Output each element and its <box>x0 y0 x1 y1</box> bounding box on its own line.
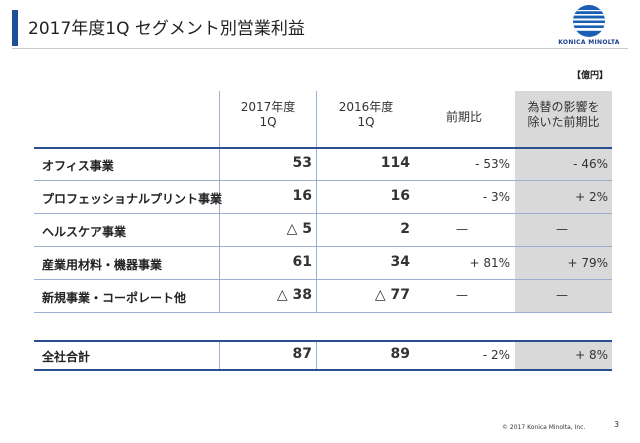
fx-column-background <box>515 91 612 313</box>
column-header-line: 除いた前期比 <box>527 115 600 129</box>
row-rule <box>34 312 612 313</box>
column-header-fy2017: 2017年度 1Q <box>220 100 316 130</box>
cell-yoy: — <box>456 288 468 302</box>
column-header-line: 2016年度 <box>338 100 394 114</box>
cell-yoy-ex-fx: — <box>556 288 568 302</box>
cell-yoy: — <box>456 222 468 236</box>
column-header-line: 1Q <box>357 115 375 129</box>
cell-fy2016: 114 <box>380 155 410 171</box>
cell-yoy-ex-fx: + 2% <box>575 190 608 204</box>
title-accent-bar <box>12 10 18 46</box>
cell-fy2016: 34 <box>390 254 410 270</box>
column-divider <box>316 340 317 370</box>
logo-wordmark: KONICA MINOLTA <box>558 39 620 46</box>
column-header-line: 為替の影響を <box>527 100 600 114</box>
row-label-office: オフィス事業 <box>42 159 114 173</box>
column-header-line: 前期比 <box>445 110 482 124</box>
cell-fy2017: △ 38 <box>276 287 312 303</box>
row-rule <box>34 213 612 214</box>
column-header-yoy-ex-fx: 為替の影響を 除いた前期比 <box>515 100 612 130</box>
cell-fy2017: 61 <box>292 254 312 270</box>
header-divider <box>12 48 628 49</box>
column-header-line: 1Q <box>259 115 277 129</box>
cell-fy2016: △ 77 <box>374 287 410 303</box>
cell-total-yoy-ex-fx: + 8% <box>575 348 608 362</box>
cell-fy2017: 16 <box>292 188 312 204</box>
row-label-new-business-corporate: 新規事業・コーポレート他 <box>42 291 187 305</box>
unit-label: 【億円】 <box>572 71 609 81</box>
company-logo: KONICA MINOLTA <box>546 4 632 48</box>
page-number: 3 <box>614 420 620 429</box>
page-title: 2017年度1Q セグメント別営業利益 <box>28 19 305 39</box>
cell-total-yoy: - 2% <box>482 348 510 362</box>
row-rule <box>34 279 612 280</box>
row-label-total: 全社合計 <box>42 350 91 364</box>
cell-fy2017: △ 5 <box>286 221 312 237</box>
globe-logo-icon <box>573 5 605 37</box>
column-divider <box>219 91 220 313</box>
cell-fy2017: 53 <box>292 155 312 171</box>
row-rule <box>34 246 612 247</box>
copyright-text: © 2017 Konica Minolta, Inc. <box>502 424 586 431</box>
cell-total-fy2016: 89 <box>390 346 410 362</box>
column-header-line: 2017年度 <box>240 100 296 114</box>
column-divider <box>316 91 317 313</box>
row-label-professional-print: プロフェッショナルプリント事業 <box>42 192 223 206</box>
total-top-rule <box>34 340 612 342</box>
cell-yoy: - 53% <box>475 157 510 171</box>
cell-fy2016: 16 <box>390 188 410 204</box>
cell-total-fy2017: 87 <box>292 346 312 362</box>
cell-yoy-ex-fx: - 46% <box>573 157 608 171</box>
row-rule <box>34 180 612 181</box>
fx-column-background-total <box>515 340 612 370</box>
cell-yoy-ex-fx: — <box>556 222 568 236</box>
cell-yoy: + 81% <box>469 256 510 270</box>
cell-yoy: - 3% <box>482 190 510 204</box>
cell-yoy-ex-fx: + 79% <box>567 256 608 270</box>
column-divider <box>219 340 220 370</box>
column-header-fy2016: 2016年度 1Q <box>318 100 414 130</box>
row-label-healthcare: ヘルスケア事業 <box>42 225 127 239</box>
column-header-yoy: 前期比 <box>416 110 512 125</box>
row-label-industrial: 産業用材料・機器事業 <box>42 258 163 272</box>
total-bottom-rule <box>34 369 612 371</box>
cell-fy2016: 2 <box>400 221 410 237</box>
header-rule <box>34 147 612 149</box>
